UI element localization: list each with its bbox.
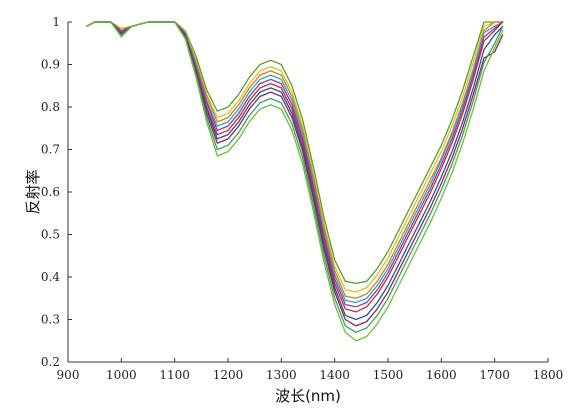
series-line — [86, 21, 504, 342]
series-line — [86, 21, 504, 308]
y-tick-label: 0.2 — [41, 355, 60, 369]
series-line — [86, 21, 504, 293]
series-lines — [86, 21, 504, 342]
y-tick-label: 1 — [52, 15, 60, 29]
x-tick-label: 1000 — [106, 368, 137, 382]
y-axis-title: 反射率 — [24, 169, 42, 214]
x-tick-label: 1100 — [159, 368, 190, 382]
y-tick-label: 0.4 — [41, 270, 60, 284]
x-tick-label: 1700 — [479, 368, 510, 382]
series-line — [86, 21, 504, 333]
y-tick-label: 0.7 — [41, 143, 60, 157]
y-tick-label: 0.6 — [41, 185, 60, 199]
series-line — [86, 21, 504, 304]
x-tick-label: 1600 — [426, 368, 457, 382]
series-line — [86, 21, 504, 327]
y-tick-label: 0.3 — [41, 313, 60, 327]
x-tick-label: 900 — [57, 368, 80, 382]
y-tick-label: 0.8 — [41, 100, 60, 114]
y-tick-label: 0.5 — [41, 228, 60, 242]
x-axis-title: 波长(nm) — [275, 387, 341, 405]
x-tick-label: 1200 — [213, 368, 244, 382]
x-tick-label: 1800 — [533, 368, 564, 382]
x-tick-label: 1400 — [319, 368, 350, 382]
y-tick-label: 0.9 — [41, 58, 60, 72]
x-tick-label: 1500 — [373, 368, 404, 382]
series-line — [86, 21, 504, 299]
x-tick-label: 1300 — [266, 368, 297, 382]
axes: 900 1000 1100 1200 1300 1400 1500 1600 1700 1800 0… — [41, 15, 563, 382]
